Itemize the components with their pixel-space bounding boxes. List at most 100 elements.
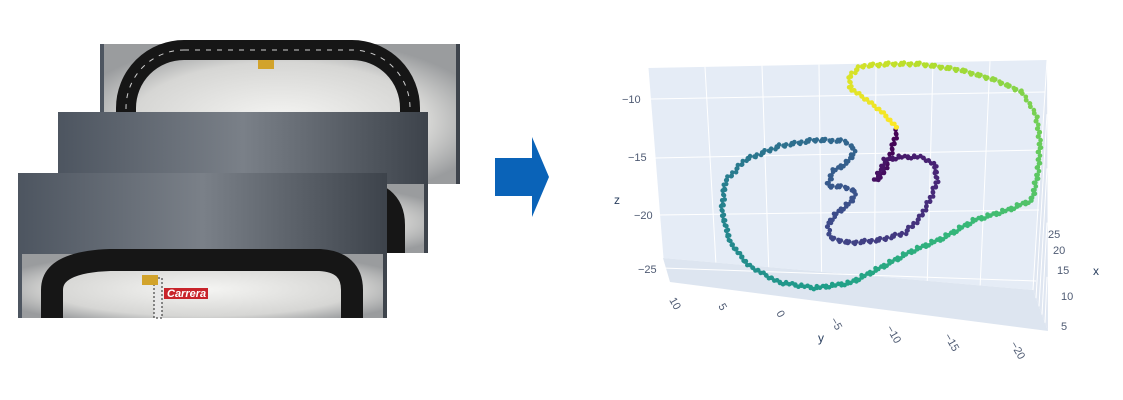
carrera-logo: Carrera [164, 288, 208, 300]
trajectory-point [758, 152, 764, 158]
y-tick-label: −10 [883, 324, 903, 346]
trajectory-point [1036, 149, 1042, 154]
trajectory-point [903, 231, 909, 237]
trajectory-point [733, 169, 739, 175]
y-tick-label: −5 [827, 316, 844, 333]
grid-line [1044, 276, 1048, 323]
trajectory-point [1003, 83, 1009, 88]
trajectory-point [887, 151, 892, 157]
trajectory-point [826, 231, 832, 237]
trajectory-point [733, 247, 738, 252]
trajectory-point [864, 97, 869, 102]
grid-line [761, 65, 770, 268]
trajectory-point [882, 63, 887, 68]
trajectory-point [1032, 187, 1037, 193]
trajectory-point [883, 113, 888, 119]
trajectory-point [1011, 85, 1017, 91]
trajectory-point [1037, 141, 1043, 146]
z-tick-label: −25 [638, 264, 657, 276]
trajectory-point [811, 138, 817, 143]
trajectory-point [740, 158, 746, 164]
trajectory-point [734, 166, 739, 171]
trajectory-point [906, 61, 911, 67]
trajectory-point [1035, 164, 1041, 170]
right-arrow-icon [495, 137, 549, 217]
trajectory-point [763, 273, 769, 278]
trajectory-point [974, 73, 979, 78]
trajectory-point [818, 138, 824, 144]
trajectory-point [890, 61, 896, 67]
trajectory-point [915, 217, 921, 222]
trajectory-point [897, 232, 902, 238]
trajectory-point [723, 178, 729, 183]
trajectory-point [845, 159, 851, 164]
trajectory-point [1035, 172, 1040, 177]
y-tick-label: −15 [941, 332, 961, 354]
trajectory-point [891, 136, 897, 142]
trajectory-point [836, 237, 841, 243]
trajectory-point [876, 106, 881, 112]
grid-line [1032, 59, 1048, 291]
trajectory-point [873, 177, 879, 182]
trajectory-point [848, 80, 853, 85]
trajectory-point [1034, 118, 1039, 124]
trajectory-point [766, 148, 772, 154]
trajectory-point [834, 139, 840, 144]
trajectory-point [890, 147, 895, 152]
x-tick-label: 20 [1053, 245, 1065, 257]
trajectory-point [881, 110, 887, 115]
trajectory-point [866, 64, 872, 69]
trajectory-point [720, 188, 725, 193]
trajectory-point [931, 160, 937, 166]
trajectory-point [1036, 122, 1041, 127]
slot-car [142, 275, 158, 285]
trajectory-point [721, 193, 727, 198]
trajectory-point [834, 185, 840, 190]
trajectory-point [959, 68, 965, 74]
trajectory-point [719, 198, 725, 203]
trajectory-point [1023, 94, 1029, 100]
trajectory-point [927, 199, 933, 204]
grid-line [1035, 114, 1048, 299]
back-wall [648, 60, 1047, 290]
scatter3d-plot: −10 −15 −20 −25 10 5 0 −5 −10 −15 −20 5 10 15 20 25 z y… [614, 59, 1099, 362]
trajectory-point [826, 180, 831, 186]
trajectory-point [752, 154, 757, 159]
trajectory-point [724, 223, 729, 229]
trajectory-point [871, 103, 877, 109]
grid-line [650, 91, 1046, 100]
grid-line [818, 64, 823, 272]
trajectory-point [875, 62, 880, 68]
x-tick-label: 25 [1048, 229, 1060, 241]
trajectory-point [915, 220, 920, 226]
trajectory-point [848, 143, 854, 149]
z-tick-label: −20 [634, 210, 653, 222]
trajectory-point [846, 85, 852, 90]
trajectory-point [739, 254, 744, 260]
trajectory-point [952, 66, 958, 72]
trajectory-point [851, 88, 857, 93]
trajectory-point [1027, 101, 1032, 106]
trajectory-point [927, 194, 933, 200]
trajectory-point [828, 235, 834, 240]
trajectory-point [728, 238, 733, 244]
trajectory-point [989, 77, 994, 82]
z-tick-label: −10 [622, 94, 641, 106]
y-tick-label: 0 [773, 309, 786, 320]
y-tick-label: 5 [715, 302, 728, 313]
trajectory-point [827, 138, 832, 143]
trajectory-point [930, 190, 936, 195]
trajectory-point [982, 74, 988, 80]
trajectory-point [892, 121, 897, 127]
trajectory-point [934, 175, 940, 181]
trajectory-point [1035, 126, 1041, 131]
trajectory-point [1031, 107, 1037, 113]
trajectory-point [750, 265, 755, 270]
trajectory-point [829, 176, 834, 182]
trajectory-point [924, 204, 929, 209]
floor-plane [663, 258, 1048, 331]
trajectory-point [725, 174, 730, 179]
trajectory-point [1035, 114, 1040, 120]
trajectory-point [1033, 180, 1038, 185]
trajectory-point [1032, 191, 1038, 197]
